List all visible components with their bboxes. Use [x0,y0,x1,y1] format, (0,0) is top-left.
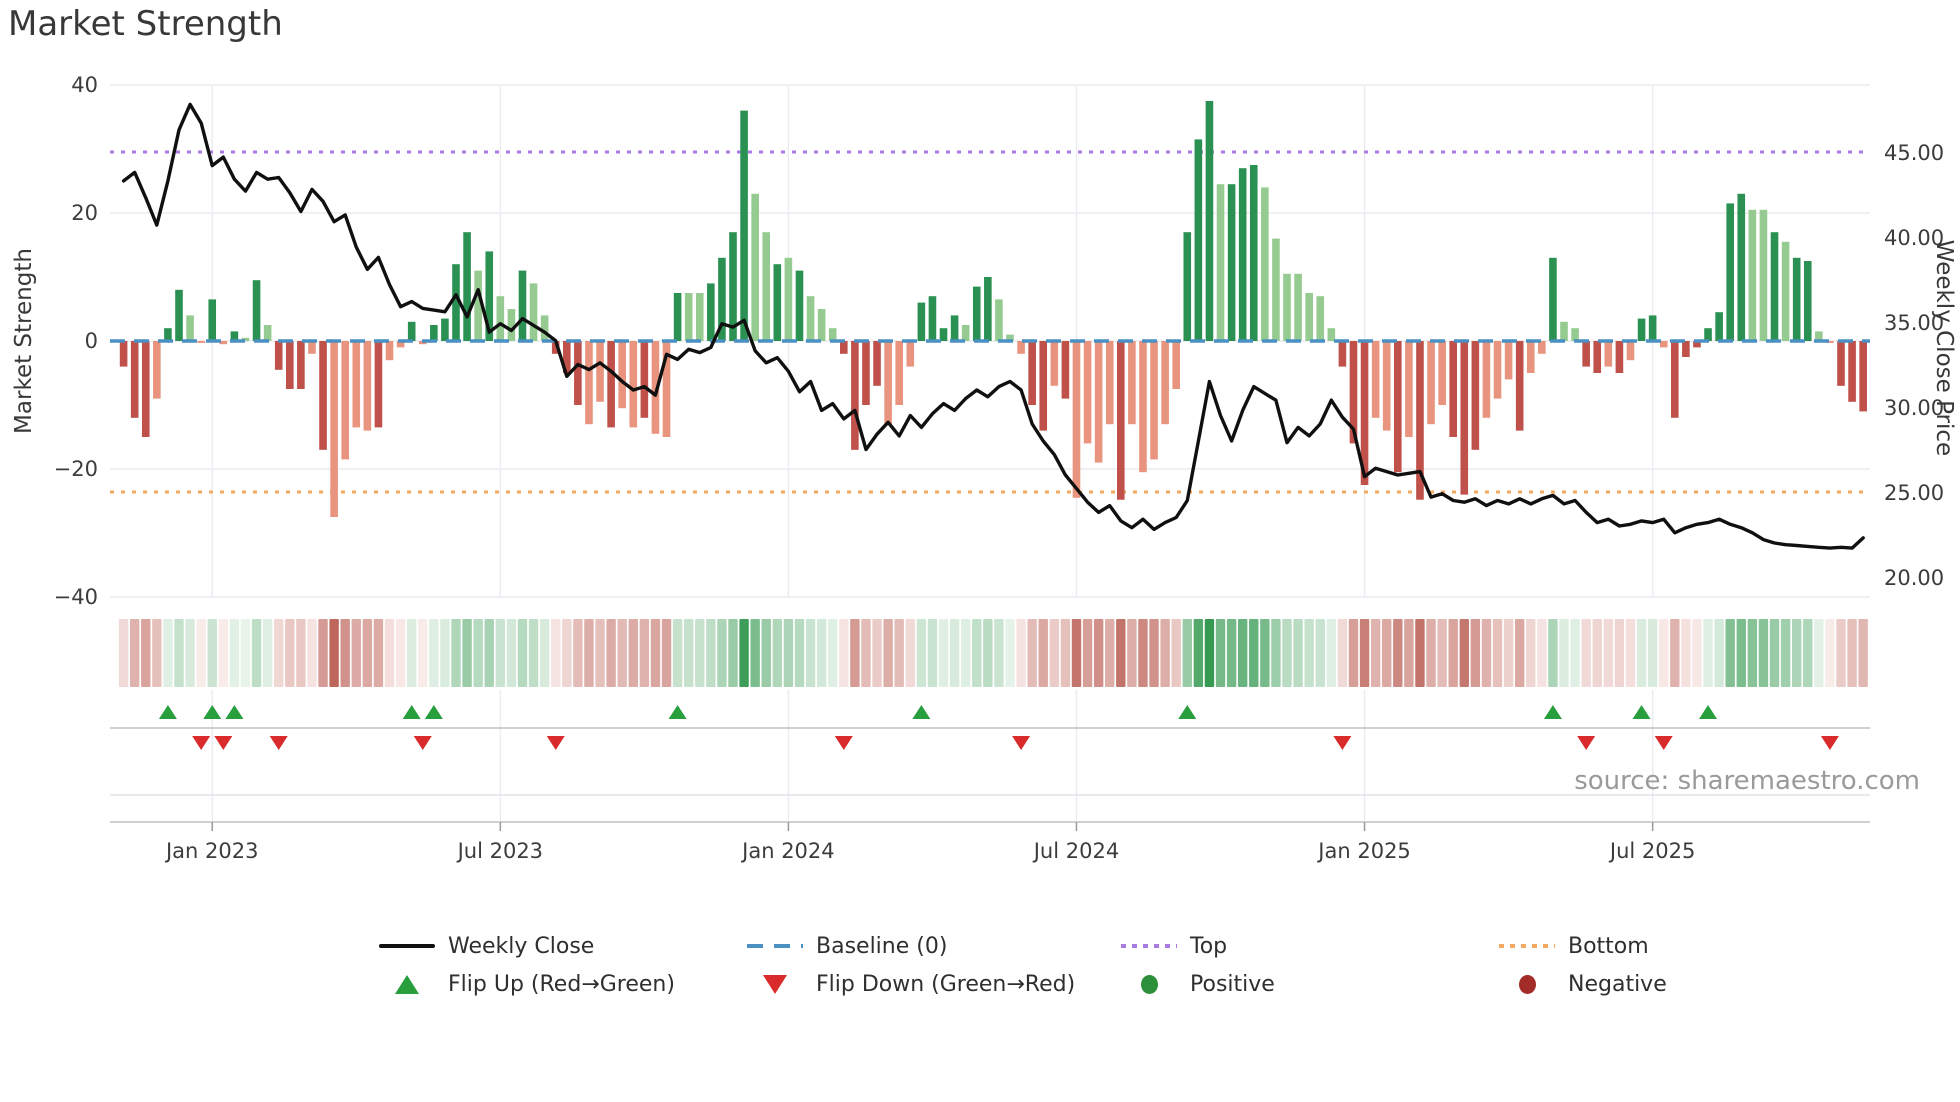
legend-label: Weekly Close [448,933,595,959]
legend-label: Positive [1190,971,1275,997]
legend-item-flip-up: Flip Up (Red→Green) [378,970,675,998]
circle-positive-icon [1120,974,1178,994]
legend-label: Baseline (0) [816,933,948,959]
svg-text:20.00: 20.00 [1884,566,1944,590]
dotted-orange-line-swatch-icon [1498,944,1556,948]
source-text: source: sharemaestro.com [1574,766,1920,796]
legend-item-flip-down: Flip Down (Green→Red) [746,970,1075,998]
svg-text:40.00: 40.00 [1884,226,1944,250]
triangle-down-icon [746,974,804,994]
svg-text:30.00: 30.00 [1884,396,1944,420]
line-swatch-icon [378,944,436,948]
svg-text:Jan 2023: Jan 2023 [164,839,259,863]
legend-label: Flip Down (Green→Red) [816,971,1076,997]
legend-item-weekly-close: Weekly Close [378,932,594,960]
svg-text:35.00: 35.00 [1884,311,1944,335]
legend-label: Bottom [1568,933,1649,959]
dotted-purple-line-swatch-icon [1120,944,1178,948]
svg-text:Jul 2023: Jul 2023 [456,839,543,863]
svg-text:Jan 2024: Jan 2024 [740,839,835,863]
legend-item-positive: Positive [1120,970,1275,998]
svg-text:0: 0 [85,329,98,353]
chart-svg: 40 20 0 −20 −40 45.00 40.00 35.00 30.00 25.00 20.0… [54,73,1944,863]
legend-label: Top [1190,933,1228,959]
svg-text:Jul 2025: Jul 2025 [1608,839,1695,863]
svg-text:Jul 2024: Jul 2024 [1032,839,1119,863]
svg-text:20: 20 [71,201,98,225]
legend-label: Flip Up (Red→Green) [448,971,675,997]
legend-item-top: Top [1120,932,1227,960]
legend-label: Negative [1568,971,1667,997]
dashed-line-swatch-icon [746,944,804,948]
circle-negative-icon [1498,974,1556,994]
svg-text:40: 40 [71,73,98,97]
svg-text:−40: −40 [54,585,98,609]
legend-item-baseline: Baseline (0) [746,932,947,960]
chart-title: Market Strength [8,4,283,44]
triangle-up-icon [378,974,436,994]
legend-item-negative: Negative [1498,970,1667,998]
svg-text:Jan 2025: Jan 2025 [1316,839,1411,863]
svg-text:25.00: 25.00 [1884,481,1944,505]
svg-text:45.00: 45.00 [1884,141,1944,165]
svg-text:−20: −20 [54,457,98,481]
legend-item-bottom: Bottom [1498,932,1649,960]
